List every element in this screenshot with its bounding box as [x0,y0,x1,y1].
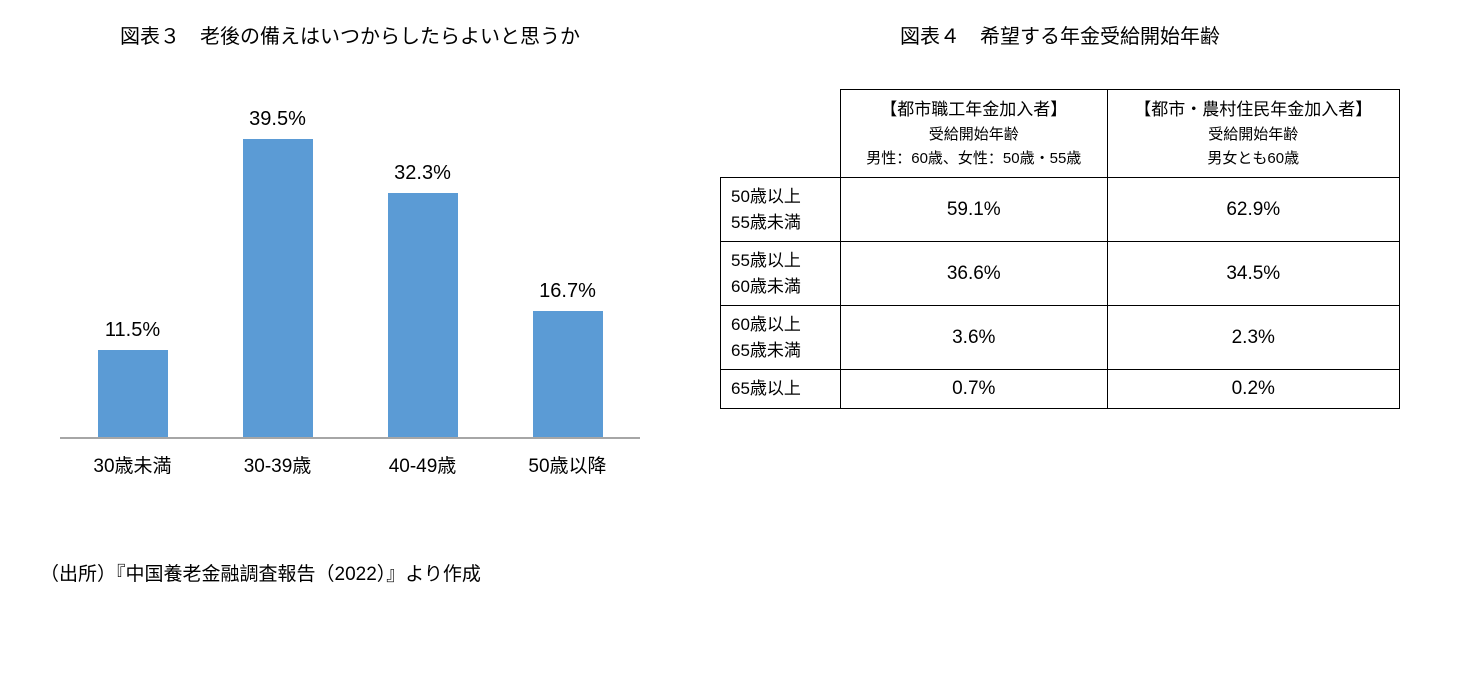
bar-group-0: 11.5% [73,319,193,437]
header-sub1: 受給開始年齢 [1118,123,1389,147]
bar-rect [98,350,168,437]
x-axis-label: 40-49歳 [363,451,483,478]
header-sub2: 男女とも60歳 [1118,147,1389,171]
x-axis-label: 30-39歳 [218,451,338,478]
row-label-line1: 50歳以上 [731,187,801,206]
table-corner-empty [721,90,841,178]
table-row: 65歳以上 0.7% 0.2% [721,370,1400,409]
table-cell: 0.7% [841,370,1108,409]
table-row: 60歳以上 65歳未満 3.6% 2.3% [721,306,1400,370]
header-sub1: 受給開始年齢 [851,123,1097,147]
x-axis-label: 50歳以降 [508,451,628,478]
table-header-col-1: 【都市職工年金加入者】 受給開始年齢 男性：60歳、女性：50歳・55歳 [841,90,1108,178]
table-cell: 62.9% [1107,178,1399,242]
chart-plot-area: 11.5% 39.5% 32.3% 16.7% [60,99,640,439]
bar-group-3: 16.7% [508,280,628,437]
row-label-line1: 60歳以上 [731,315,801,334]
figure-3-title: 図表３ 老後の備えはいつからしたらよいと思うか [40,20,660,49]
figure-3-panel: 図表３ 老後の備えはいつからしたらよいと思うか 11.5% 39.5% 32.3… [40,20,660,586]
table-row: 50歳以上 55歳未満 59.1% 62.9% [721,178,1400,242]
header-main: 【都市職工年金加入者】 [851,96,1097,123]
chart-x-axis-labels: 30歳未満 30-39歳 40-49歳 50歳以降 [60,451,640,478]
bar-value-label: 16.7% [539,280,596,303]
row-label-0: 50歳以上 55歳未満 [721,178,841,242]
bar-rect [243,139,313,437]
bar-rect [388,193,458,437]
row-label-line2: 65歳未満 [731,341,801,360]
row-label-line2: 60歳未満 [731,277,801,296]
row-label-line1: 65歳以上 [731,379,801,398]
row-label-line1: 55歳以上 [731,251,801,270]
figure-4-panel: 図表４ 希望する年金受給開始年齢 【都市職工年金加入者】 受給開始年齢 男性：6… [720,20,1400,586]
header-sub2: 男性：60歳、女性：50歳・55歳 [851,147,1097,171]
bar-value-label: 39.5% [249,108,306,131]
table-cell: 3.6% [841,306,1108,370]
bar-value-label: 32.3% [394,162,451,185]
table-cell: 0.2% [1107,370,1399,409]
table-cell: 34.5% [1107,242,1399,306]
source-note: （出所）『中国養老金融調査報告（2022）』より作成 [40,559,660,586]
header-main: 【都市・農村住民年金加入者】 [1118,96,1389,123]
table-cell: 2.3% [1107,306,1399,370]
figure-3-chart: 11.5% 39.5% 32.3% 16.7% 30歳未満 30- [40,99,660,499]
bar-value-label: 11.5% [105,319,160,342]
figure-4-title: 図表４ 希望する年金受給開始年齢 [720,20,1400,49]
bar-rect [533,311,603,437]
row-label-2: 60歳以上 65歳未満 [721,306,841,370]
row-label-line2: 55歳未満 [731,213,801,232]
row-label-3: 65歳以上 [721,370,841,409]
bar-group-2: 32.3% [363,162,483,437]
bar-group-1: 39.5% [218,108,338,437]
figure-4-table: 【都市職工年金加入者】 受給開始年齢 男性：60歳、女性：50歳・55歳 【都市… [720,89,1400,409]
table-cell: 59.1% [841,178,1108,242]
x-axis-label: 30歳未満 [73,451,193,478]
table-header-col-2: 【都市・農村住民年金加入者】 受給開始年齢 男女とも60歳 [1107,90,1399,178]
table-cell: 36.6% [841,242,1108,306]
table-row: 55歳以上 60歳未満 36.6% 34.5% [721,242,1400,306]
row-label-1: 55歳以上 60歳未満 [721,242,841,306]
